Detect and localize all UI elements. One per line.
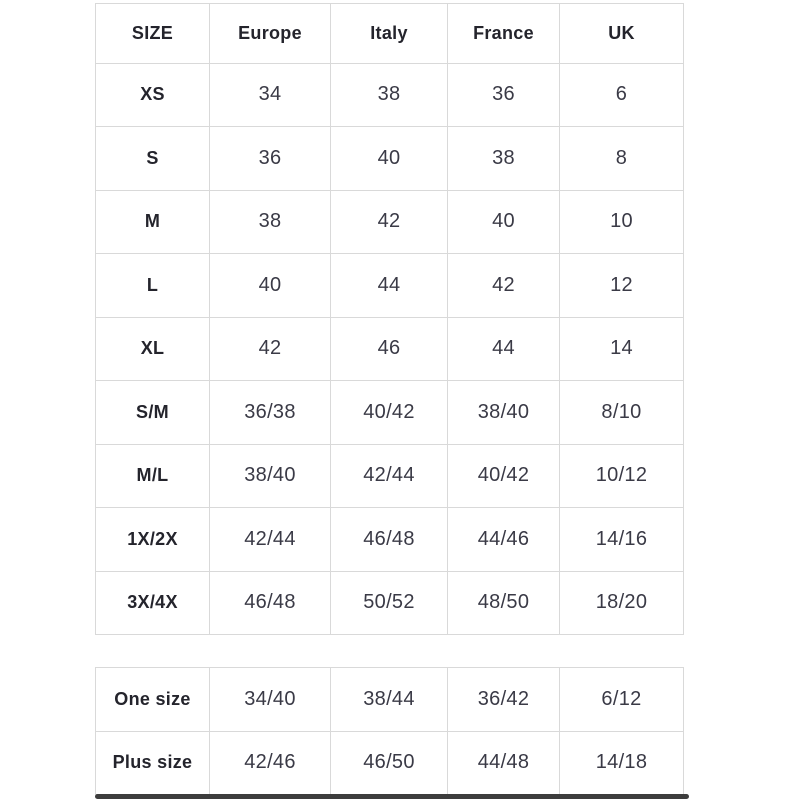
size-conversion-table: SIZE Europe Italy France UK XS 34 38 36 6 S 36 40 38 8… bbox=[95, 3, 684, 635]
size-value: 40 bbox=[209, 253, 331, 318]
size-value: 44/48 bbox=[447, 730, 560, 795]
size-value: 50/52 bbox=[330, 570, 448, 635]
size-value: 36 bbox=[447, 62, 560, 127]
size-value: 8 bbox=[559, 126, 684, 191]
size-value: 48/50 bbox=[447, 570, 560, 635]
size-label: Plus size bbox=[95, 730, 210, 795]
size-value: 42 bbox=[447, 253, 560, 318]
size-value: 40 bbox=[330, 126, 448, 191]
table-row: S 36 40 38 8 bbox=[95, 126, 684, 191]
size-value: 40 bbox=[447, 189, 560, 254]
size-value: 34 bbox=[209, 62, 331, 127]
size-label: S bbox=[95, 126, 210, 191]
table-row: L 40 44 42 12 bbox=[95, 253, 684, 318]
size-label: L bbox=[95, 253, 210, 318]
size-value: 38/40 bbox=[209, 443, 331, 508]
size-value: 46/48 bbox=[209, 570, 331, 635]
size-value: 42/44 bbox=[209, 507, 331, 572]
size-value: 44 bbox=[330, 253, 448, 318]
size-value: 38 bbox=[209, 189, 331, 254]
size-value: 42/44 bbox=[330, 443, 448, 508]
column-header-uk: UK bbox=[559, 3, 684, 64]
size-value: 44/46 bbox=[447, 507, 560, 572]
table-row: M 38 42 40 10 bbox=[95, 189, 684, 254]
size-value: 38/44 bbox=[330, 667, 448, 732]
size-label: XS bbox=[95, 62, 210, 127]
size-label: M/L bbox=[95, 443, 210, 508]
table-row: 1X/2X 42/44 46/48 44/46 14/16 bbox=[95, 507, 684, 572]
size-value: 14/16 bbox=[559, 507, 684, 572]
special-sizes-table: One size 34/40 38/44 36/42 6/12 Plus size 42/4… bbox=[95, 667, 684, 795]
size-label: One size bbox=[95, 667, 210, 732]
size-value: 10/12 bbox=[559, 443, 684, 508]
column-header-france: France bbox=[447, 3, 560, 64]
header-row: SIZE Europe Italy France UK bbox=[95, 3, 684, 64]
table-row: XL 42 46 44 14 bbox=[95, 316, 684, 381]
size-value: 42/46 bbox=[209, 730, 331, 795]
size-label: 1X/2X bbox=[95, 507, 210, 572]
horizontal-scrollbar[interactable] bbox=[95, 794, 689, 799]
size-value: 40/42 bbox=[447, 443, 560, 508]
table-row: XS 34 38 36 6 bbox=[95, 62, 684, 127]
size-value: 40/42 bbox=[330, 380, 448, 445]
size-value: 36/42 bbox=[447, 667, 560, 732]
size-value: 34/40 bbox=[209, 667, 331, 732]
size-value: 8/10 bbox=[559, 380, 684, 445]
size-value: 12 bbox=[559, 253, 684, 318]
table-row: One size 34/40 38/44 36/42 6/12 bbox=[95, 667, 684, 732]
table-row: S/M 36/38 40/42 38/40 8/10 bbox=[95, 380, 684, 445]
column-header-europe: Europe bbox=[209, 3, 331, 64]
table-row: Plus size 42/46 46/50 44/48 14/18 bbox=[95, 730, 684, 795]
table-row: 3X/4X 46/48 50/52 48/50 18/20 bbox=[95, 570, 684, 635]
size-value: 36 bbox=[209, 126, 331, 191]
column-header-size: SIZE bbox=[95, 3, 210, 64]
size-value: 6 bbox=[559, 62, 684, 127]
size-value: 46 bbox=[330, 316, 448, 381]
size-value: 36/38 bbox=[209, 380, 331, 445]
size-value: 6/12 bbox=[559, 667, 684, 732]
size-label: M bbox=[95, 189, 210, 254]
size-value: 42 bbox=[209, 316, 331, 381]
column-header-italy: Italy bbox=[330, 3, 448, 64]
size-value: 14 bbox=[559, 316, 684, 381]
size-value: 14/18 bbox=[559, 730, 684, 795]
size-value: 46/48 bbox=[330, 507, 448, 572]
size-value: 46/50 bbox=[330, 730, 448, 795]
size-value: 10 bbox=[559, 189, 684, 254]
size-value: 42 bbox=[330, 189, 448, 254]
size-value: 38 bbox=[447, 126, 560, 191]
size-value: 38 bbox=[330, 62, 448, 127]
table-row: M/L 38/40 42/44 40/42 10/12 bbox=[95, 443, 684, 508]
size-label: S/M bbox=[95, 380, 210, 445]
size-value: 38/40 bbox=[447, 380, 560, 445]
size-value: 18/20 bbox=[559, 570, 684, 635]
size-value: 44 bbox=[447, 316, 560, 381]
size-label: 3X/4X bbox=[95, 570, 210, 635]
size-label: XL bbox=[95, 316, 210, 381]
